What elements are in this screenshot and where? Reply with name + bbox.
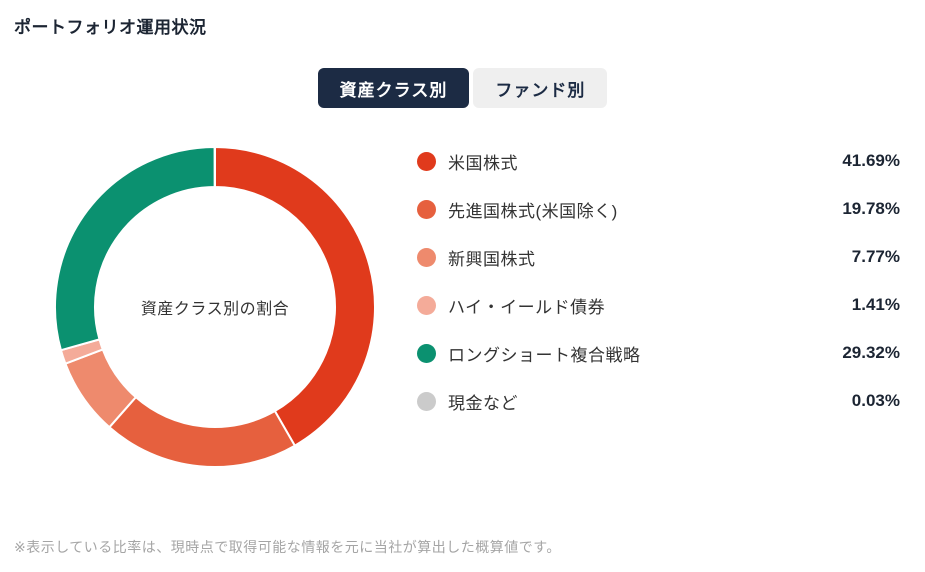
tab-by-asset-class[interactable]: 資産クラス別: [317, 68, 470, 108]
legend-row: 米国株式 41.69%: [417, 137, 900, 185]
legend-label: ロングショート複合戦略: [448, 345, 641, 365]
page-title: ポートフォリオ運用状況: [14, 18, 207, 37]
legend-color-dot-icon: [417, 343, 436, 363]
legend-percentage: 19.78%: [842, 199, 900, 218]
legend-percentage: 29.32%: [842, 343, 900, 362]
legend-label: ハイ・イールド債券: [448, 297, 606, 317]
legend-percentage: 7.77%: [851, 247, 900, 266]
donut-chart-svg: [54, 145, 376, 468]
asset-class-donut-chart: 資産クラス別の割合: [52, 144, 378, 470]
legend-label: 先進国株式(米国除く): [448, 201, 618, 221]
legend-row: 新興国株式 7.77%: [417, 233, 900, 281]
legend-label: 米国株式: [448, 153, 518, 173]
legend-label: 新興国株式: [448, 249, 536, 269]
donut-segment-5[interactable]: [54, 146, 216, 352]
legend-row: 先進国株式(米国除く) 19.78%: [417, 185, 900, 233]
legend-row: 現金など 0.03%: [417, 377, 900, 425]
view-toggle-tabs: 資産クラス別 ファンド別: [0, 68, 925, 108]
legend-color-dot-icon: [417, 391, 436, 411]
legend-percentage: 41.69%: [842, 151, 900, 170]
legend-color-dot-icon: [417, 151, 436, 171]
legend-row: ロングショート複合戦略 29.32%: [417, 329, 900, 377]
legend-row: ハイ・イールド債券 1.41%: [417, 281, 900, 329]
legend-color-dot-icon: [417, 199, 436, 219]
chart-legend: 米国株式 41.69% 先進国株式(米国除く) 19.78% 新興国株式 7.77% ハイ・…: [417, 137, 900, 425]
donut-segment-1[interactable]: [214, 146, 376, 447]
legend-label: 現金など: [448, 393, 518, 413]
legend-color-dot-icon: [417, 295, 436, 315]
legend-color-dot-icon: [417, 247, 436, 267]
donut-segment-2[interactable]: [108, 396, 296, 468]
disclaimer-footnote: ※表示している比率は、現時点で取得可能な情報を元に当社が算出した概算値です。: [14, 539, 561, 555]
tab-by-fund[interactable]: ファンド別: [473, 68, 608, 108]
legend-percentage: 1.41%: [851, 295, 900, 314]
legend-percentage: 0.03%: [851, 391, 900, 410]
